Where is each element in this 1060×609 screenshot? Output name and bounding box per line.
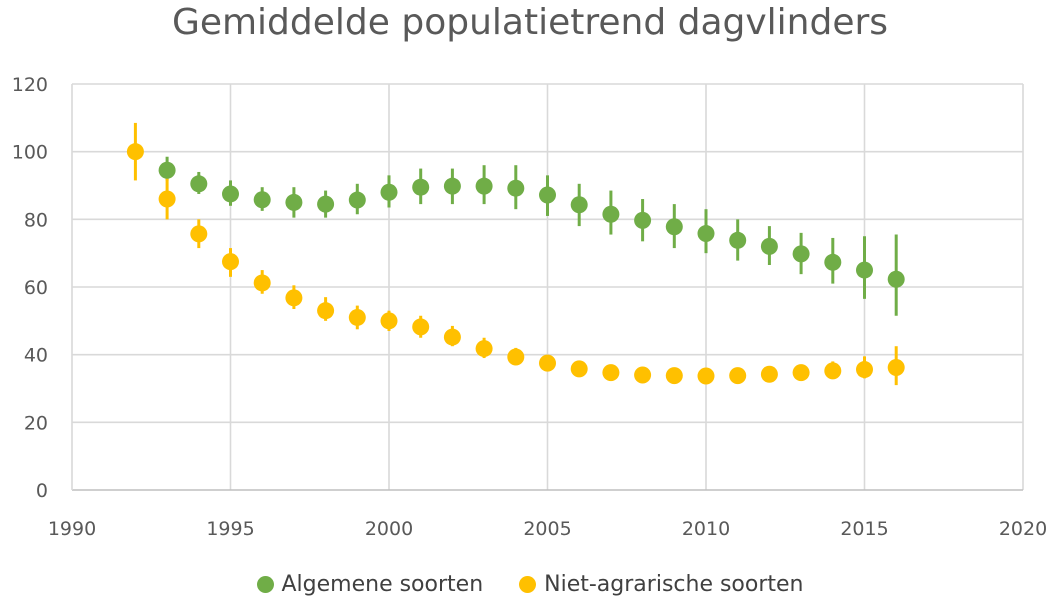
data-point-algemene: [348, 191, 366, 209]
data-point-algemene: [570, 196, 588, 214]
data-point-niet-agrarische: [348, 308, 366, 326]
data-point-algemene: [190, 175, 208, 193]
legend-label-niet-agrarische: Niet-agrarische soorten: [544, 572, 804, 597]
x-tick-label: 2020: [999, 518, 1047, 540]
data-point-algemene: [634, 211, 652, 229]
data-point-niet-agrarische: [760, 365, 778, 383]
data-point-algemene: [824, 253, 842, 271]
y-tick-label: 20: [24, 412, 48, 434]
data-point-niet-agrarische: [222, 253, 239, 271]
data-point-algemene: [253, 191, 271, 209]
data-point-niet-agrarische: [792, 364, 810, 382]
data-point-algemene: [760, 237, 778, 255]
data-point-algemene: [222, 185, 239, 203]
data-point-niet-agrarische: [887, 359, 905, 377]
data-point-algemene: [380, 183, 398, 201]
x-tick-label: 2005: [523, 518, 571, 540]
y-tick-label: 120: [12, 74, 48, 96]
data-point-algemene: [856, 261, 873, 279]
data-point-niet-agrarische: [285, 289, 303, 307]
chart-title: Gemiddelde populatietrend dagvlinders: [171, 2, 889, 43]
data-point-algemene: [507, 179, 525, 197]
data-point-algemene: [602, 205, 620, 223]
y-tick-label: 0: [36, 480, 48, 502]
y-tick-label: 60: [24, 277, 48, 299]
legend-item-niet-agrarische[interactable]: Niet-agrarische soorten: [519, 572, 804, 597]
y-tick-label: 40: [24, 345, 48, 367]
x-tick-label: 2000: [365, 518, 413, 540]
data-point-niet-agrarische: [697, 367, 715, 385]
data-point-niet-agrarische: [158, 190, 176, 208]
data-marks: [126, 122, 905, 386]
legend-marker-algemene: [256, 576, 274, 593]
data-point-algemene: [285, 193, 303, 211]
legend-label-algemene: Algemene soorten: [281, 572, 484, 597]
data-point-algemene: [792, 245, 810, 263]
data-point-niet-agrarische: [602, 364, 620, 382]
data-point-niet-agrarische: [380, 312, 398, 330]
data-point-niet-agrarische: [443, 328, 461, 346]
x-tick-label: 1995: [206, 518, 254, 540]
x-tick-label: 2015: [840, 518, 888, 540]
data-point-algemene: [443, 177, 461, 195]
x-tick-label: 1990: [48, 518, 96, 540]
data-point-algemene: [158, 161, 176, 179]
data-point-niet-agrarische: [856, 361, 873, 379]
data-point-niet-agrarische: [190, 225, 208, 243]
data-point-algemene: [729, 231, 747, 249]
legend: Algemene soorten Niet-agrarische soorten: [0, 572, 1060, 597]
data-point-niet-agrarische: [570, 360, 588, 378]
data-point-niet-agrarische: [475, 340, 493, 358]
data-point-niet-agrarische: [412, 318, 430, 336]
axes: 0 20 40 60 80 100 120 1990 1995 2000 2005 2010 2015 2…: [12, 74, 1047, 540]
data-point-algemene: [317, 195, 335, 213]
data-point-niet-agrarische: [665, 367, 683, 385]
y-tick-label: 100: [12, 142, 48, 164]
gridlines: [72, 83, 1024, 490]
data-point-niet-agrarische: [539, 354, 556, 372]
data-point-niet-agrarische: [253, 274, 271, 292]
data-point-niet-agrarische: [507, 348, 525, 366]
data-point-niet-agrarische: [317, 302, 335, 320]
data-point-algemene: [887, 270, 905, 288]
y-tick-label: 80: [24, 209, 48, 231]
data-point-algemene: [697, 225, 715, 243]
data-point-niet-agrarische: [634, 366, 652, 384]
data-point-algemene: [412, 178, 430, 196]
data-point-niet-agrarische: [824, 362, 842, 380]
data-point-algemene: [539, 186, 556, 204]
legend-item-algemene[interactable]: Algemene soorten: [256, 572, 484, 597]
x-tick-label: 2010: [682, 518, 730, 540]
data-point-algemene: [665, 218, 683, 236]
data-point-niet-agrarische: [729, 367, 747, 385]
data-point-niet-agrarische: [126, 143, 144, 161]
data-point-algemene: [475, 177, 493, 195]
legend-marker-niet-agrarische: [519, 576, 537, 593]
